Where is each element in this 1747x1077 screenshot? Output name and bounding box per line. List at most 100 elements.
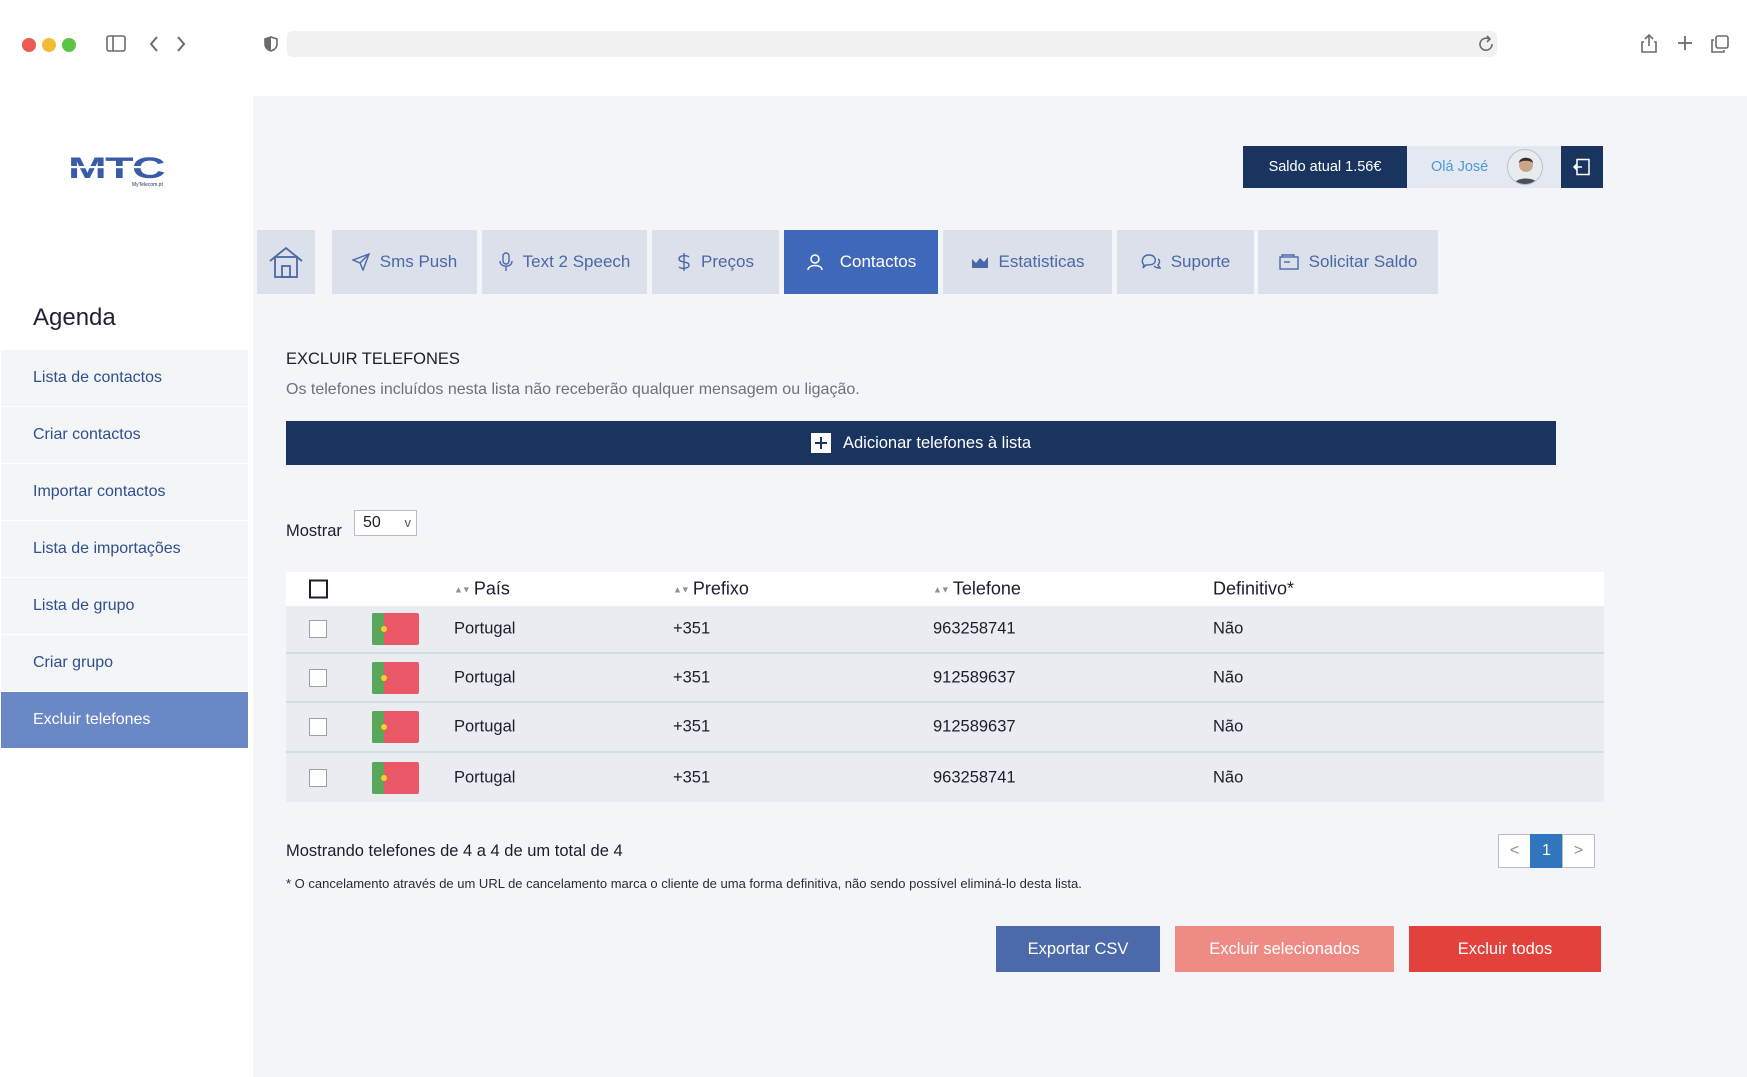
pagination-prev-button[interactable]: <	[1498, 834, 1531, 868]
row-checkbox[interactable]	[309, 668, 327, 687]
table-summary: Mostrando telefones de 4 a 4 de um total…	[286, 842, 623, 860]
balance-badge: Saldo atual 1.56€	[1243, 146, 1407, 188]
cell-prefix: +351	[673, 619, 711, 638]
page-size-select[interactable]: 50 v	[354, 510, 417, 536]
cell-prefix: +351	[673, 668, 711, 686]
sidebar-item-criar-contactos[interactable]: Criar contactos	[1, 407, 248, 464]
tab-precos[interactable]: Preços	[652, 230, 779, 294]
forward-icon[interactable]	[175, 35, 187, 57]
cell-phone: 963258741	[933, 619, 1016, 638]
row-checkbox[interactable]	[309, 718, 327, 736]
table-row: Portugal +351 963258741 Não	[286, 606, 1604, 654]
cell-prefix: +351	[673, 768, 711, 786]
maximize-window-dot[interactable]	[62, 38, 76, 52]
tab-overview-icon[interactable]	[1710, 34, 1730, 58]
brand-logo[interactable]: MTC MyTelecom.pt	[68, 152, 168, 188]
privacy-shield-icon	[264, 36, 278, 56]
sort-icon: ▲▼	[454, 584, 471, 595]
svg-text:MTC: MTC	[68, 152, 165, 185]
column-header-definitivo: Definitivo*	[1213, 578, 1295, 599]
page-title: EXCLUIR TELEFONES	[286, 350, 460, 368]
avatar[interactable]	[1507, 149, 1543, 185]
table-row: Portugal +351 912589637 Não	[286, 654, 1604, 703]
sidebar: MTC MyTelecom.pt Agenda Lista de contact…	[0, 96, 253, 1077]
sidebar-menu: Lista de contactos Criar contactos Impor…	[1, 350, 248, 749]
portugal-flag-icon	[372, 661, 419, 694]
column-header-telefone[interactable]: ▲▼ Telefone	[933, 578, 1021, 599]
close-window-dot[interactable]	[22, 38, 36, 52]
sidebar-item-excluir-telefones[interactable]: Excluir telefones	[1, 692, 248, 749]
row-checkbox[interactable]	[309, 768, 327, 787]
cell-country: Portugal	[454, 619, 516, 638]
tab-label: Suporte	[1170, 252, 1231, 271]
add-phones-label: Adicionar telefones à lista	[842, 433, 1032, 452]
cell-country: Portugal	[454, 717, 516, 736]
portugal-flag-icon	[372, 613, 419, 645]
cell-phone: 912589637	[933, 668, 1016, 686]
greeting-text: Olá José	[1431, 159, 1489, 175]
export-csv-button[interactable]: Exportar CSV	[996, 926, 1160, 972]
sort-icon: ▲▼	[933, 584, 950, 595]
browser-chrome	[0, 0, 1747, 96]
delete-all-button[interactable]: Excluir todos	[1409, 926, 1601, 972]
wallet-icon	[1278, 254, 1299, 270]
main-content: Saldo atual 1.56€ Olá José Sms Push Text	[253, 96, 1747, 1077]
cell-definitive: Não	[1213, 668, 1244, 686]
cell-prefix: +351	[673, 717, 711, 736]
sidebar-item-lista-importacoes[interactable]: Lista de importações	[1, 521, 248, 578]
address-bar[interactable]	[287, 31, 1497, 57]
row-checkbox[interactable]	[309, 620, 327, 638]
minimize-window-dot[interactable]	[42, 38, 56, 52]
sidebar-item-criar-grupo[interactable]: Criar grupo	[1, 635, 248, 692]
tab-contactos[interactable]: Contactos	[784, 230, 938, 294]
tab-solicitar-saldo[interactable]: Solicitar Saldo	[1258, 230, 1438, 294]
plus-icon	[810, 433, 831, 453]
cell-definitive: Não	[1213, 619, 1244, 638]
page-description: Os telefones incluídos nesta lista não r…	[286, 381, 860, 398]
tab-home[interactable]	[257, 230, 315, 294]
select-all-checkbox[interactable]	[309, 579, 328, 599]
cell-country: Portugal	[454, 768, 516, 786]
logout-icon	[1573, 158, 1590, 176]
tab-text-2-speech[interactable]: Text 2 Speech	[482, 230, 647, 294]
user-icon	[806, 254, 823, 271]
cell-phone: 963258741	[933, 768, 1016, 786]
chart-icon	[971, 257, 988, 268]
send-icon	[351, 253, 370, 271]
logout-button[interactable]	[1561, 146, 1603, 188]
tab-label: Solicitar Saldo	[1308, 252, 1418, 271]
chevron-down-icon: v	[404, 515, 412, 530]
cell-definitive: Não	[1213, 717, 1244, 736]
tab-estatisticas[interactable]: Estatisticas	[943, 230, 1112, 294]
logo-subtitle: MyTelecom.pt	[132, 182, 163, 188]
tab-suporte[interactable]: Suporte	[1117, 230, 1254, 294]
tab-label: Contactos	[839, 252, 917, 271]
share-icon[interactable]	[1640, 33, 1658, 57]
phones-table: ▲▼ País ▲▼ Prefixo ▲▼ Telefone Definitivo* …	[286, 572, 1604, 802]
tab-label: Estatisticas	[998, 252, 1085, 271]
add-phones-button[interactable]: Adicionar telefones à lista	[286, 421, 1556, 465]
microphone-icon	[498, 252, 513, 271]
sidebar-item-lista-contactos[interactable]: Lista de contactos	[1, 350, 248, 407]
pagination: < 1 >	[1498, 834, 1595, 868]
tab-sms-push[interactable]: Sms Push	[332, 230, 477, 294]
reload-icon[interactable]	[1477, 35, 1495, 57]
column-header-pais[interactable]: ▲▼ País	[454, 578, 510, 599]
portugal-flag-icon	[372, 711, 419, 743]
sidebar-item-importar-contactos[interactable]: Importar contactos	[1, 464, 248, 521]
sidebar-toggle-icon[interactable]	[106, 35, 126, 57]
delete-selected-button[interactable]: Excluir selecionados	[1175, 926, 1394, 972]
table-row: Portugal +351 912589637 Não	[286, 703, 1604, 753]
new-tab-icon[interactable]	[1676, 34, 1694, 56]
column-header-prefixo[interactable]: ▲▼ Prefixo	[673, 578, 749, 599]
pagination-next-button[interactable]: >	[1562, 834, 1595, 868]
back-icon[interactable]	[148, 35, 160, 57]
table-row: Portugal +351 963258741 Não	[286, 753, 1604, 802]
table-header: ▲▼ País ▲▼ Prefixo ▲▼ Telefone Definitivo*	[286, 572, 1604, 606]
sidebar-item-lista-grupo[interactable]: Lista de grupo	[1, 578, 248, 635]
sidebar-title: Agenda	[33, 304, 116, 331]
portugal-flag-icon	[372, 761, 419, 794]
cell-definitive: Não	[1213, 768, 1244, 786]
table-footnote: * O cancelamento através de um URL de ca…	[286, 876, 1082, 891]
pagination-page-1[interactable]: 1	[1530, 834, 1563, 868]
